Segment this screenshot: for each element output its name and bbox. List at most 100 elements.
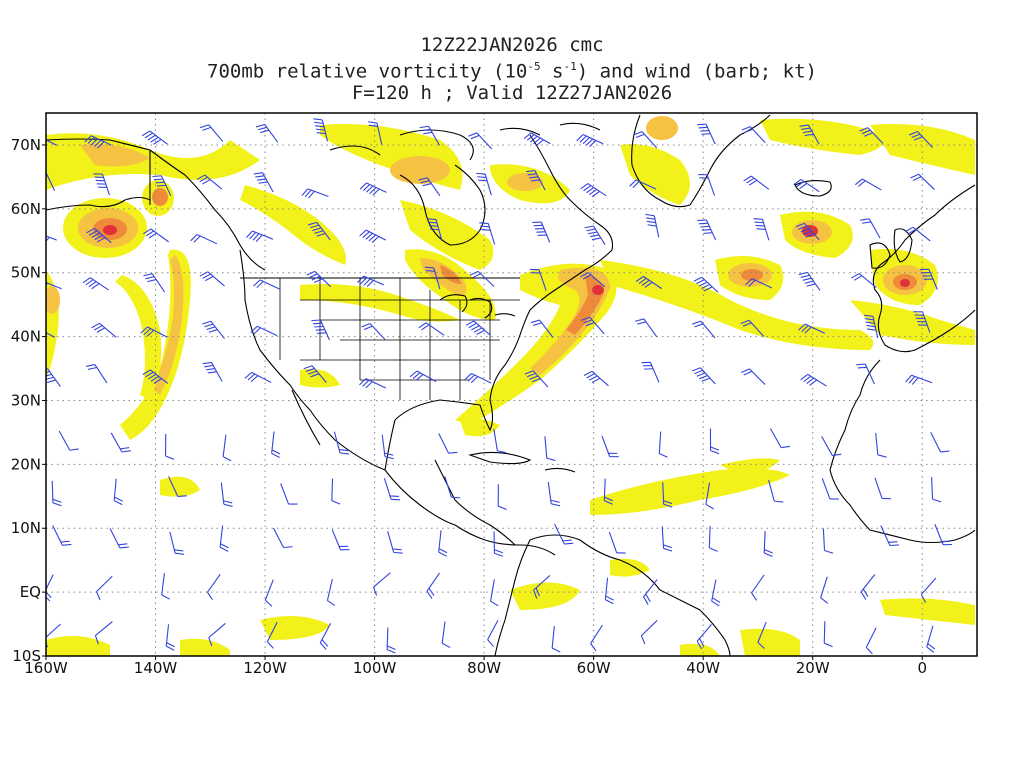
wind-barb bbox=[533, 575, 551, 599]
vorticity-shading bbox=[46, 116, 975, 656]
wind-barb bbox=[523, 132, 551, 146]
wind-barb bbox=[489, 579, 499, 607]
wind-barb bbox=[444, 476, 461, 499]
wind-barb bbox=[820, 576, 829, 604]
wind-barb bbox=[821, 436, 842, 457]
wind-barb bbox=[711, 579, 721, 607]
wind-barb bbox=[307, 221, 331, 241]
map-title: 12Z22JAN2026 cmc 700mb relative vorticit… bbox=[0, 34, 1024, 104]
wind-barb bbox=[202, 320, 225, 339]
wind-barb bbox=[253, 172, 274, 193]
wind-barb bbox=[418, 322, 445, 336]
wind-barb bbox=[705, 482, 714, 510]
wind-barb bbox=[856, 363, 875, 385]
wind-barb bbox=[383, 478, 401, 501]
central-america-coast bbox=[434, 459, 516, 546]
wind-barb bbox=[584, 225, 606, 245]
wind-barb bbox=[387, 531, 403, 554]
lat-label: 20N bbox=[11, 455, 41, 473]
wind-barb bbox=[222, 434, 232, 462]
wind-barb bbox=[709, 428, 720, 455]
wind-barb bbox=[633, 131, 658, 149]
wind-barb bbox=[199, 271, 225, 287]
wind-barb bbox=[658, 431, 668, 458]
wind-barb bbox=[583, 370, 609, 387]
baja-coast bbox=[291, 389, 321, 446]
wind-barb bbox=[691, 367, 716, 385]
wind-barb bbox=[910, 173, 935, 190]
wind-barb bbox=[529, 268, 547, 291]
wind-barb bbox=[319, 623, 332, 650]
wind-barb bbox=[245, 230, 274, 242]
wind-barb bbox=[386, 627, 396, 654]
wind-barb bbox=[331, 529, 350, 551]
wind-barb bbox=[603, 478, 613, 505]
wind-barb bbox=[464, 372, 492, 384]
wind-barb bbox=[95, 575, 113, 601]
wind-barb bbox=[708, 525, 718, 552]
wind-barb bbox=[693, 276, 719, 293]
wind-barb bbox=[313, 118, 329, 142]
wind-barb bbox=[220, 482, 233, 507]
wind-barb bbox=[266, 621, 278, 649]
wind-barb bbox=[799, 124, 820, 145]
british-isles bbox=[869, 228, 913, 269]
arctic-islands bbox=[329, 122, 601, 161]
wind-barb bbox=[643, 579, 658, 605]
iceland-coast bbox=[794, 179, 832, 197]
wind-barb bbox=[590, 624, 603, 652]
wind-barb bbox=[143, 273, 165, 293]
wind-barb bbox=[255, 123, 279, 143]
wind-barb bbox=[874, 477, 892, 500]
wind-barb bbox=[190, 234, 218, 245]
africa-coast bbox=[829, 359, 976, 544]
wind-barb bbox=[52, 525, 72, 546]
wind-barb bbox=[909, 131, 933, 149]
lon-label: 80W bbox=[467, 659, 501, 677]
wind-barb bbox=[359, 378, 387, 389]
wind-barb bbox=[438, 530, 448, 557]
wind-barb bbox=[576, 134, 604, 148]
wind-barb bbox=[373, 572, 391, 596]
wind-barb bbox=[250, 325, 278, 337]
wind-barb bbox=[745, 278, 773, 289]
lon-label: 120W bbox=[243, 659, 287, 677]
lon-label: 60W bbox=[577, 659, 611, 677]
wind-barb bbox=[333, 431, 350, 455]
wind-barb bbox=[110, 432, 131, 453]
gulf-east-coast bbox=[384, 134, 614, 471]
wind-barb bbox=[361, 323, 386, 340]
wind-barb bbox=[751, 574, 765, 601]
title-line-2: 700mb relative vorticity (10-5 s-1) and … bbox=[207, 60, 817, 83]
wind-barb bbox=[208, 622, 226, 647]
wind-barb bbox=[905, 226, 931, 242]
wind-barb bbox=[169, 531, 185, 555]
wind-barb bbox=[640, 620, 658, 645]
wind-barb bbox=[493, 429, 507, 454]
wind-barb bbox=[46, 332, 55, 338]
wind-barb bbox=[698, 173, 716, 196]
wind-barb bbox=[271, 431, 281, 458]
wind-barb bbox=[875, 432, 887, 458]
wind-barb bbox=[821, 478, 839, 500]
wind-barb bbox=[493, 531, 504, 557]
wind-barb bbox=[635, 275, 662, 290]
lat-label: 30N bbox=[11, 391, 41, 409]
wind-barb bbox=[930, 431, 950, 453]
lon-label: 100W bbox=[353, 659, 397, 677]
lat-label: 50N bbox=[11, 264, 41, 282]
wind-barb bbox=[697, 123, 716, 145]
wind-barb bbox=[359, 229, 387, 243]
wind-barb bbox=[196, 174, 223, 190]
lat-label: 40N bbox=[11, 328, 41, 346]
wind-barb bbox=[931, 477, 942, 503]
wind-barb bbox=[860, 218, 881, 239]
hudson-bay bbox=[399, 164, 486, 246]
wind-barb bbox=[920, 577, 937, 603]
wind-barb bbox=[822, 528, 834, 554]
wind-barb bbox=[580, 272, 606, 288]
wind-barb bbox=[580, 183, 607, 198]
wind-barb bbox=[331, 478, 341, 505]
wind-barb bbox=[865, 627, 877, 655]
wind-barb bbox=[800, 373, 827, 387]
